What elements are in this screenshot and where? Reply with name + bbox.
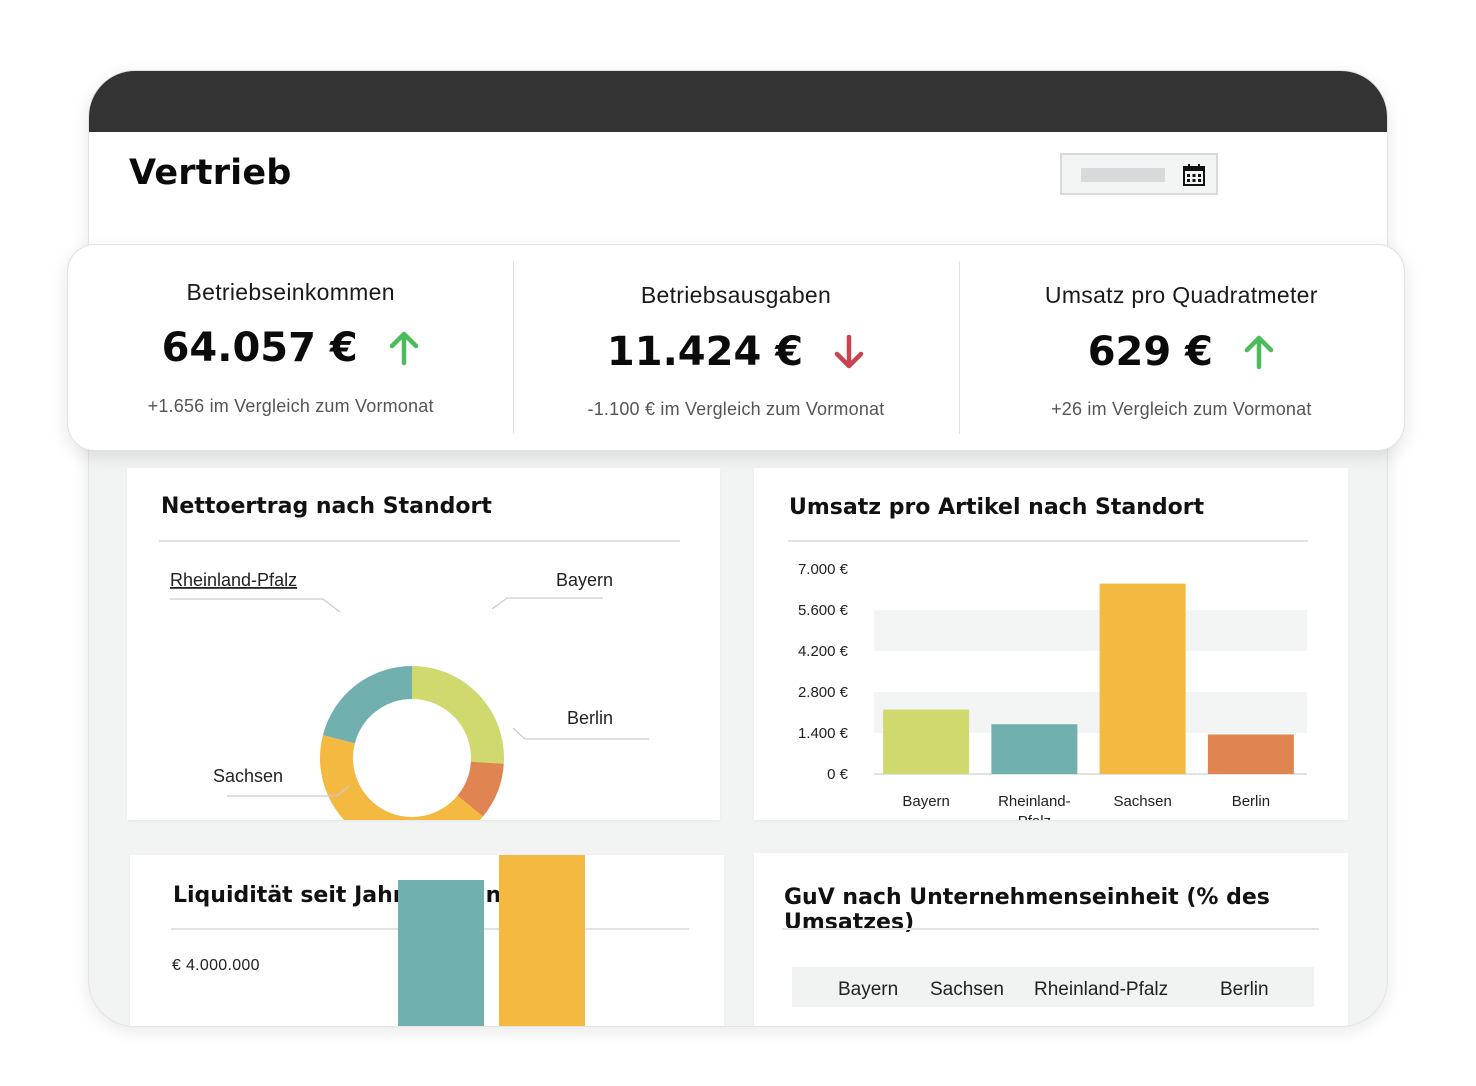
- donut-label: Bayern: [556, 570, 613, 590]
- kpi-operating-income: Betriebseinkommen 64.057 € +1.656 im Ver…: [68, 245, 513, 450]
- app-window: Vertrieb Nettoertrag nach Standort Bayer…: [89, 71, 1387, 1026]
- x-tick-label: Bayern: [902, 793, 950, 810]
- pnl-table-header: Bayern Sachsen Rheinland-Pfalz Berlin: [792, 967, 1314, 1007]
- x-tick-label: Rheinland-: [998, 793, 1071, 810]
- y-tick-label: 1.400 €: [798, 725, 849, 742]
- donut-leader-line: [170, 598, 341, 613]
- date-value-placeholder: [1081, 168, 1165, 182]
- sales-bar-chart: 0 € 1.400 € 2.800 € 4.200 € 5.600 € 7.000 € Ba…: [798, 561, 1307, 820]
- date-picker[interactable]: [1060, 153, 1218, 195]
- kpi-summary-bar: Betriebseinkommen 64.057 € +1.656 im Ver…: [67, 244, 1405, 451]
- arrow-up-icon: [1244, 335, 1274, 370]
- sales-per-item-card: Umsatz pro Artikel nach Standort 0 € 1.40…: [754, 468, 1348, 820]
- donut-leader-line: [491, 597, 603, 610]
- y-tick-label: 7.000 €: [798, 561, 849, 578]
- x-tick-label: Berlin: [1232, 793, 1270, 810]
- kpi-change: -1.100 € im Vergleich zum Vormonat: [587, 399, 885, 419]
- kpi-change: +26 im Vergleich zum Vormonat: [1051, 399, 1312, 419]
- bar: [991, 724, 1078, 774]
- pnl-column-header: Berlin: [1220, 979, 1269, 1000]
- liquidity-bar-chart: [398, 855, 585, 1026]
- net-income-donut-chart: Bayern Berlin Sachsen Rheinland-Pfalz: [170, 570, 649, 820]
- pnl-column-header: Rheinland-Pfalz: [1034, 979, 1169, 1000]
- bar: [883, 709, 970, 774]
- x-tick-label: Sachsen: [1113, 793, 1171, 810]
- bar: [1207, 734, 1294, 774]
- pnl-column-header: Bayern: [838, 979, 899, 1000]
- kpi-value: 64.057 €: [161, 325, 358, 371]
- pnl-column-header: Sachsen: [930, 979, 1004, 1000]
- kpi-operating-expenses: Betriebsausgaben 11.424 € -1.100 € im Ve…: [513, 245, 958, 450]
- card-title: Umsatz pro Artikel nach Standort: [789, 495, 1205, 520]
- y-tick-label: 2.800 €: [798, 684, 849, 701]
- net-income-card: Nettoertrag nach Standort Bayern Berlin Sa…: [127, 468, 720, 820]
- title-bar: [89, 71, 1387, 132]
- liquidity-y-label: € 4.000.000: [172, 957, 260, 974]
- card-divider: [782, 928, 1319, 930]
- y-tick-label: 5.600 €: [798, 602, 849, 619]
- arrow-down-icon: [834, 334, 864, 369]
- kpi-value: 11.424 €: [606, 329, 804, 375]
- y-tick-label: 4.200 €: [798, 643, 849, 660]
- kpi-label: Betriebsausgaben: [640, 282, 832, 308]
- donut-slice: [457, 761, 504, 817]
- liquidity-card: Liquidität seit Jahresbeginn € 4.000.000: [130, 855, 724, 1026]
- grid-band: [874, 610, 1307, 651]
- y-tick-label: 0 €: [827, 766, 849, 783]
- donut-leader-line: [227, 785, 350, 797]
- card-divider: [788, 540, 1308, 542]
- bar: [499, 855, 585, 1026]
- donut-label: Sachsen: [213, 766, 283, 786]
- calendar-icon[interactable]: [1182, 163, 1206, 187]
- kpi-label: Betriebseinkommen: [186, 279, 395, 305]
- kpi-label: Umsatz pro Quadratmeter: [1044, 282, 1318, 308]
- donut-slice: [322, 666, 412, 744]
- page-title: Vertrieb: [129, 153, 292, 193]
- kpi-sales-per-sqm: Umsatz pro Quadratmeter 629 € +26 im Ver…: [958, 245, 1404, 450]
- kpi-change: +1.656 im Vergleich zum Vormonat: [147, 396, 434, 416]
- donut-label: Berlin: [567, 708, 613, 728]
- pnl-card: GuV nach Unternehmenseinheit (% des Umsa…: [754, 853, 1348, 1026]
- donut-label: Rheinland-Pfalz: [170, 570, 297, 590]
- bar: [398, 880, 484, 1026]
- card-divider: [159, 540, 680, 542]
- card-title: Nettoertrag nach Standort: [161, 494, 492, 519]
- card-title: GuV nach Unternehmenseinheit (% des Umsa…: [784, 885, 1270, 935]
- kpi-value: 629 €: [1087, 329, 1213, 375]
- arrow-up-icon: [389, 331, 418, 366]
- bar: [1099, 583, 1186, 774]
- donut-slice: [412, 666, 504, 764]
- donut-leader-line: [512, 727, 649, 740]
- x-tick-label: Pfalz: [1018, 813, 1051, 820]
- donut-slice: [319, 735, 483, 820]
